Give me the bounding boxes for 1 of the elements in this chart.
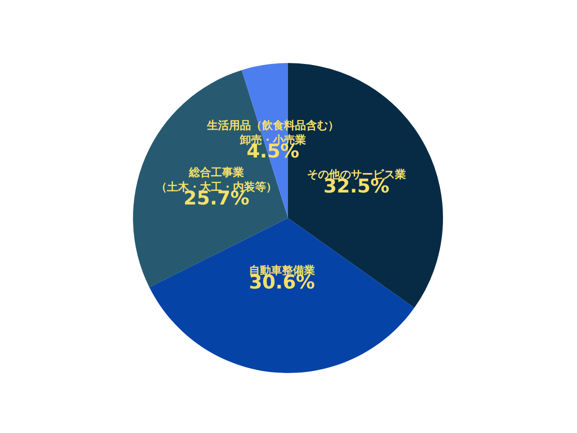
pie-slice	[149, 218, 414, 373]
